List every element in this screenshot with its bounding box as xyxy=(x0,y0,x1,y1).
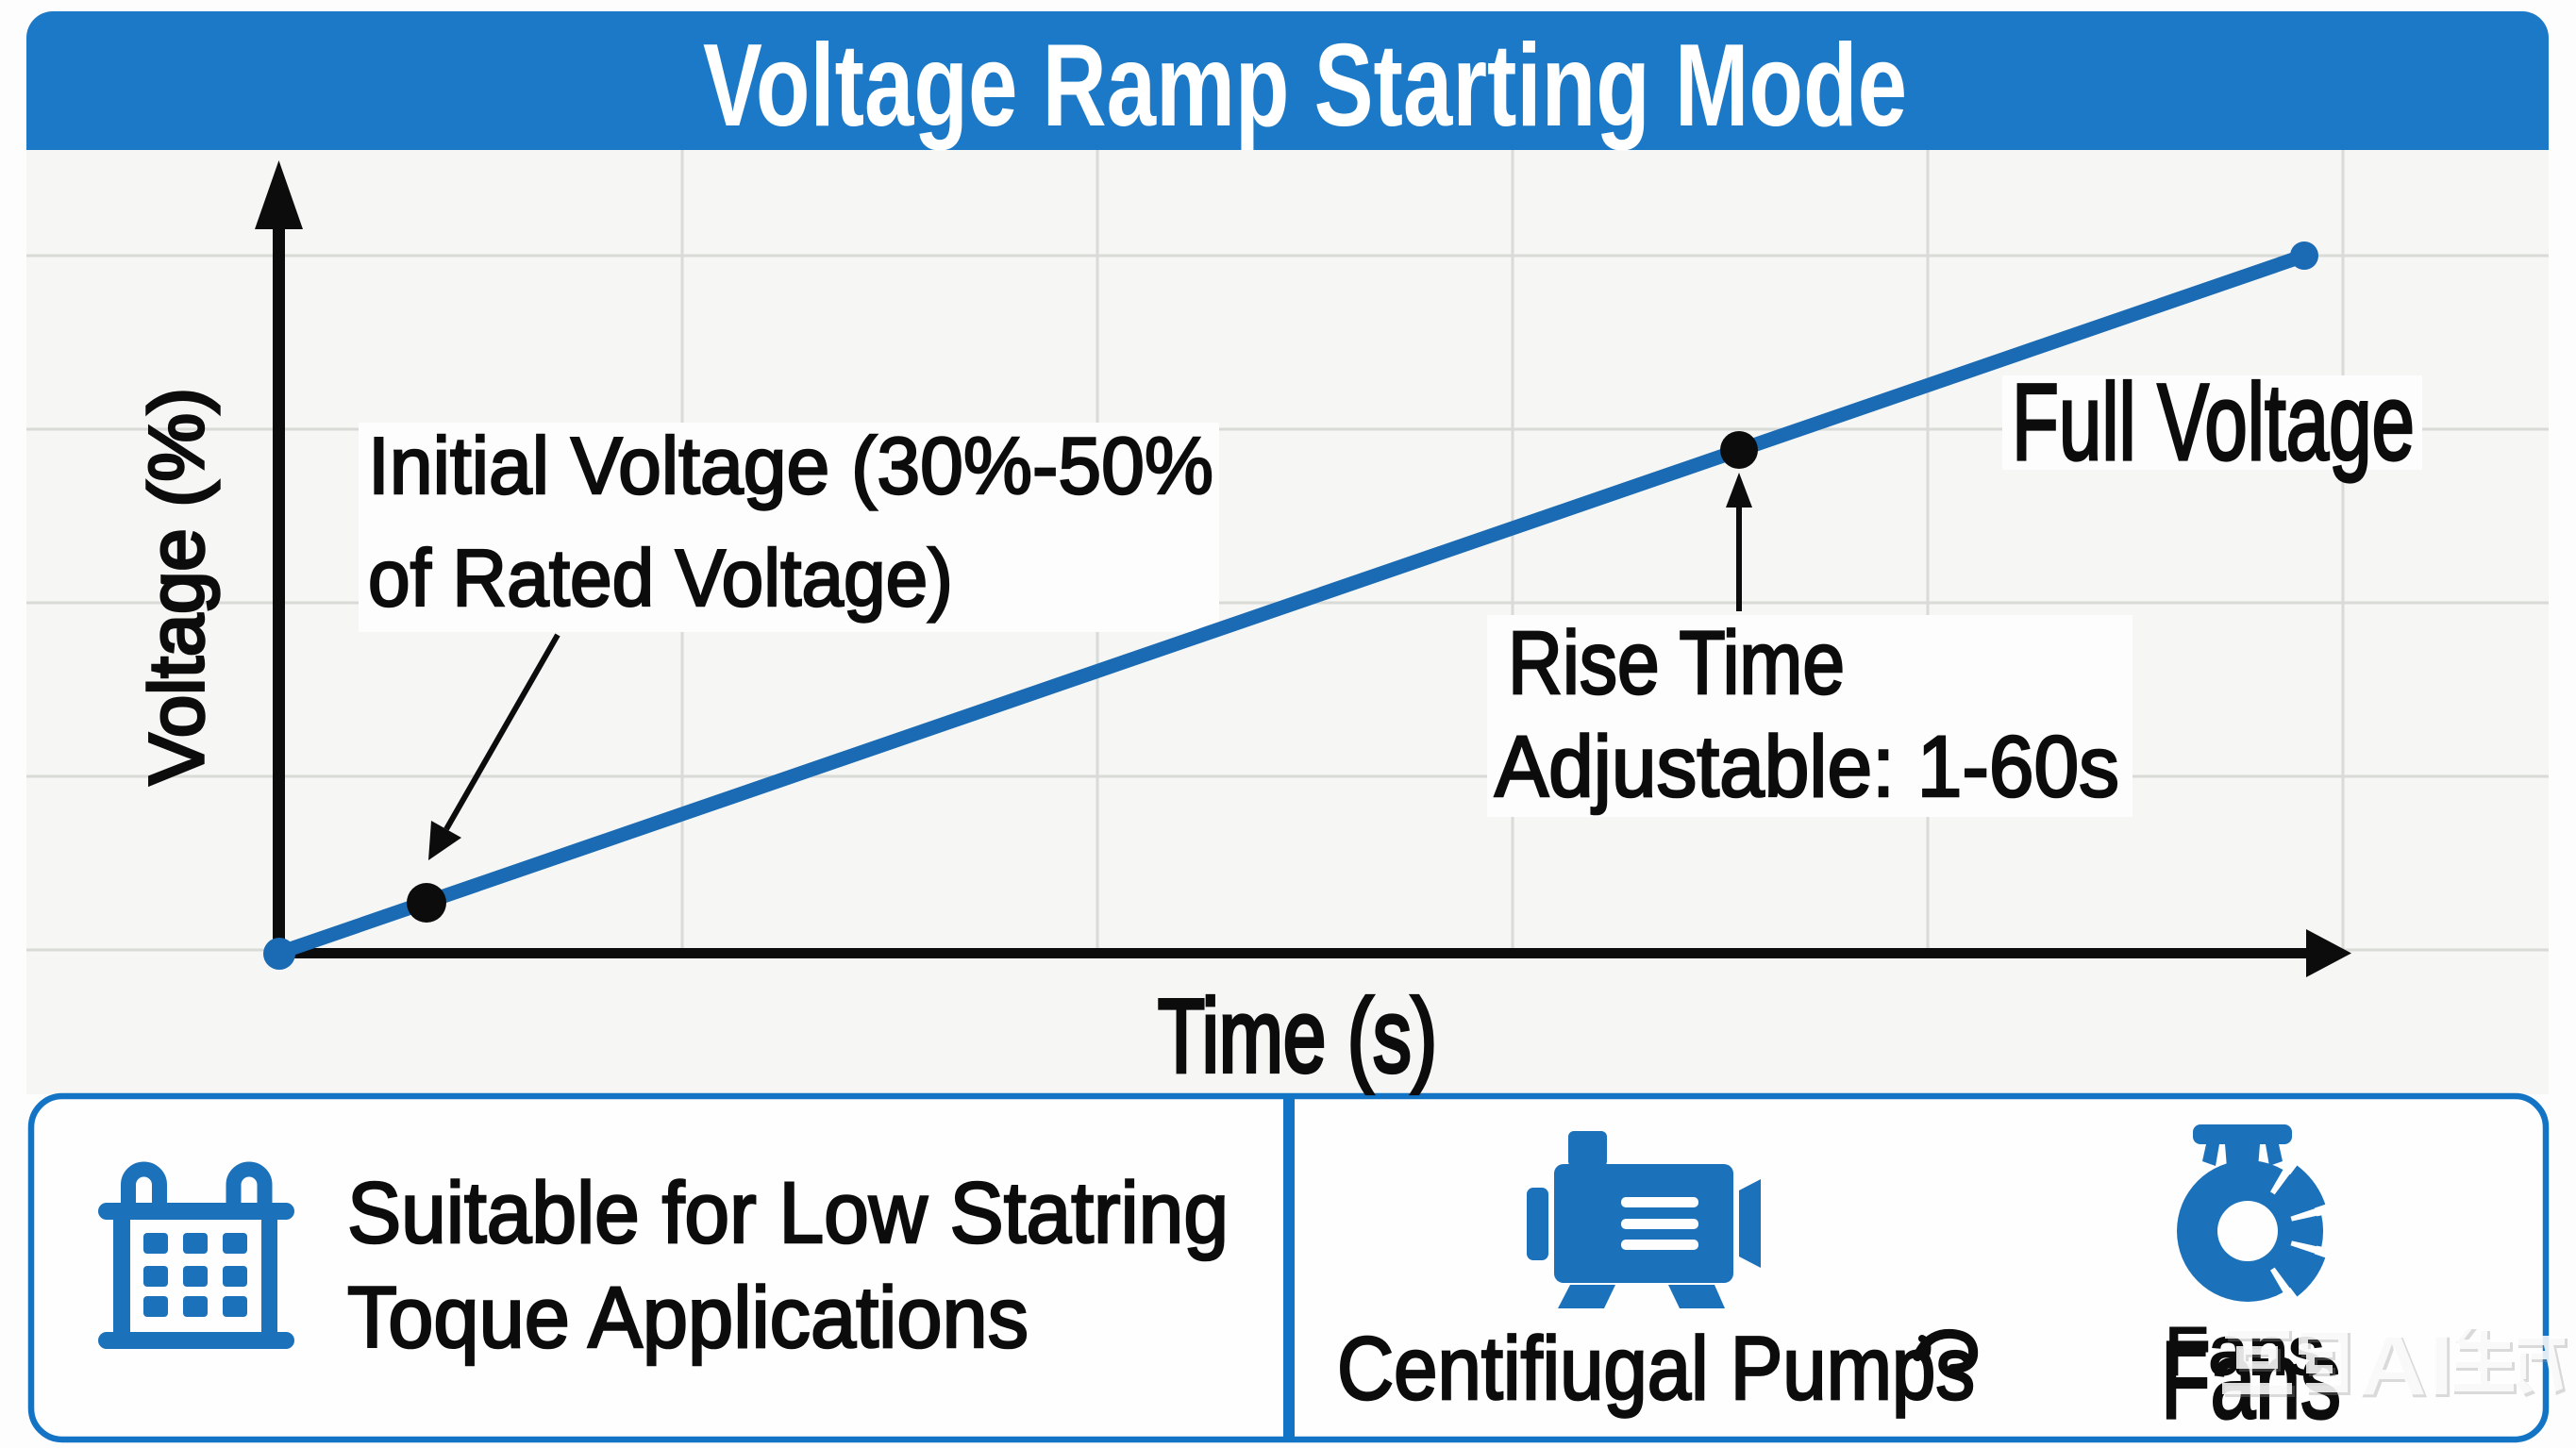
svg-text:Voltage (%): Voltage (%) xyxy=(134,388,220,785)
svg-text:AI: AI xyxy=(2360,1320,2456,1416)
svg-text:Centifiugal Pumps: Centifiugal Pumps xyxy=(1337,1319,1975,1419)
svg-text:Adjustable: 1-60s: Adjustable: 1-60s xyxy=(1495,719,2119,815)
svg-text:Fans: Fans xyxy=(2165,1314,2324,1390)
svg-text:Time (s): Time (s) xyxy=(1158,978,1437,1094)
svg-text:Initial Voltage (30%-50%: Initial Voltage (30%-50% xyxy=(368,422,1213,511)
svg-text:Full Voltage: Full Voltage xyxy=(2012,362,2415,483)
svg-text:Voltage Ramp Starting Mode: Voltage Ramp Starting Mode xyxy=(703,21,1907,151)
svg-text:AI: AI xyxy=(2357,1317,2453,1413)
svg-text:Rise Time: Rise Time xyxy=(1508,613,1845,713)
svg-text:Suitable for Low Statring: Suitable for Low Statring xyxy=(347,1165,1229,1261)
svg-text:of Rated Voltage): of Rated Voltage) xyxy=(368,534,953,624)
svg-text:Toque Applications: Toque Applications xyxy=(347,1270,1029,1366)
